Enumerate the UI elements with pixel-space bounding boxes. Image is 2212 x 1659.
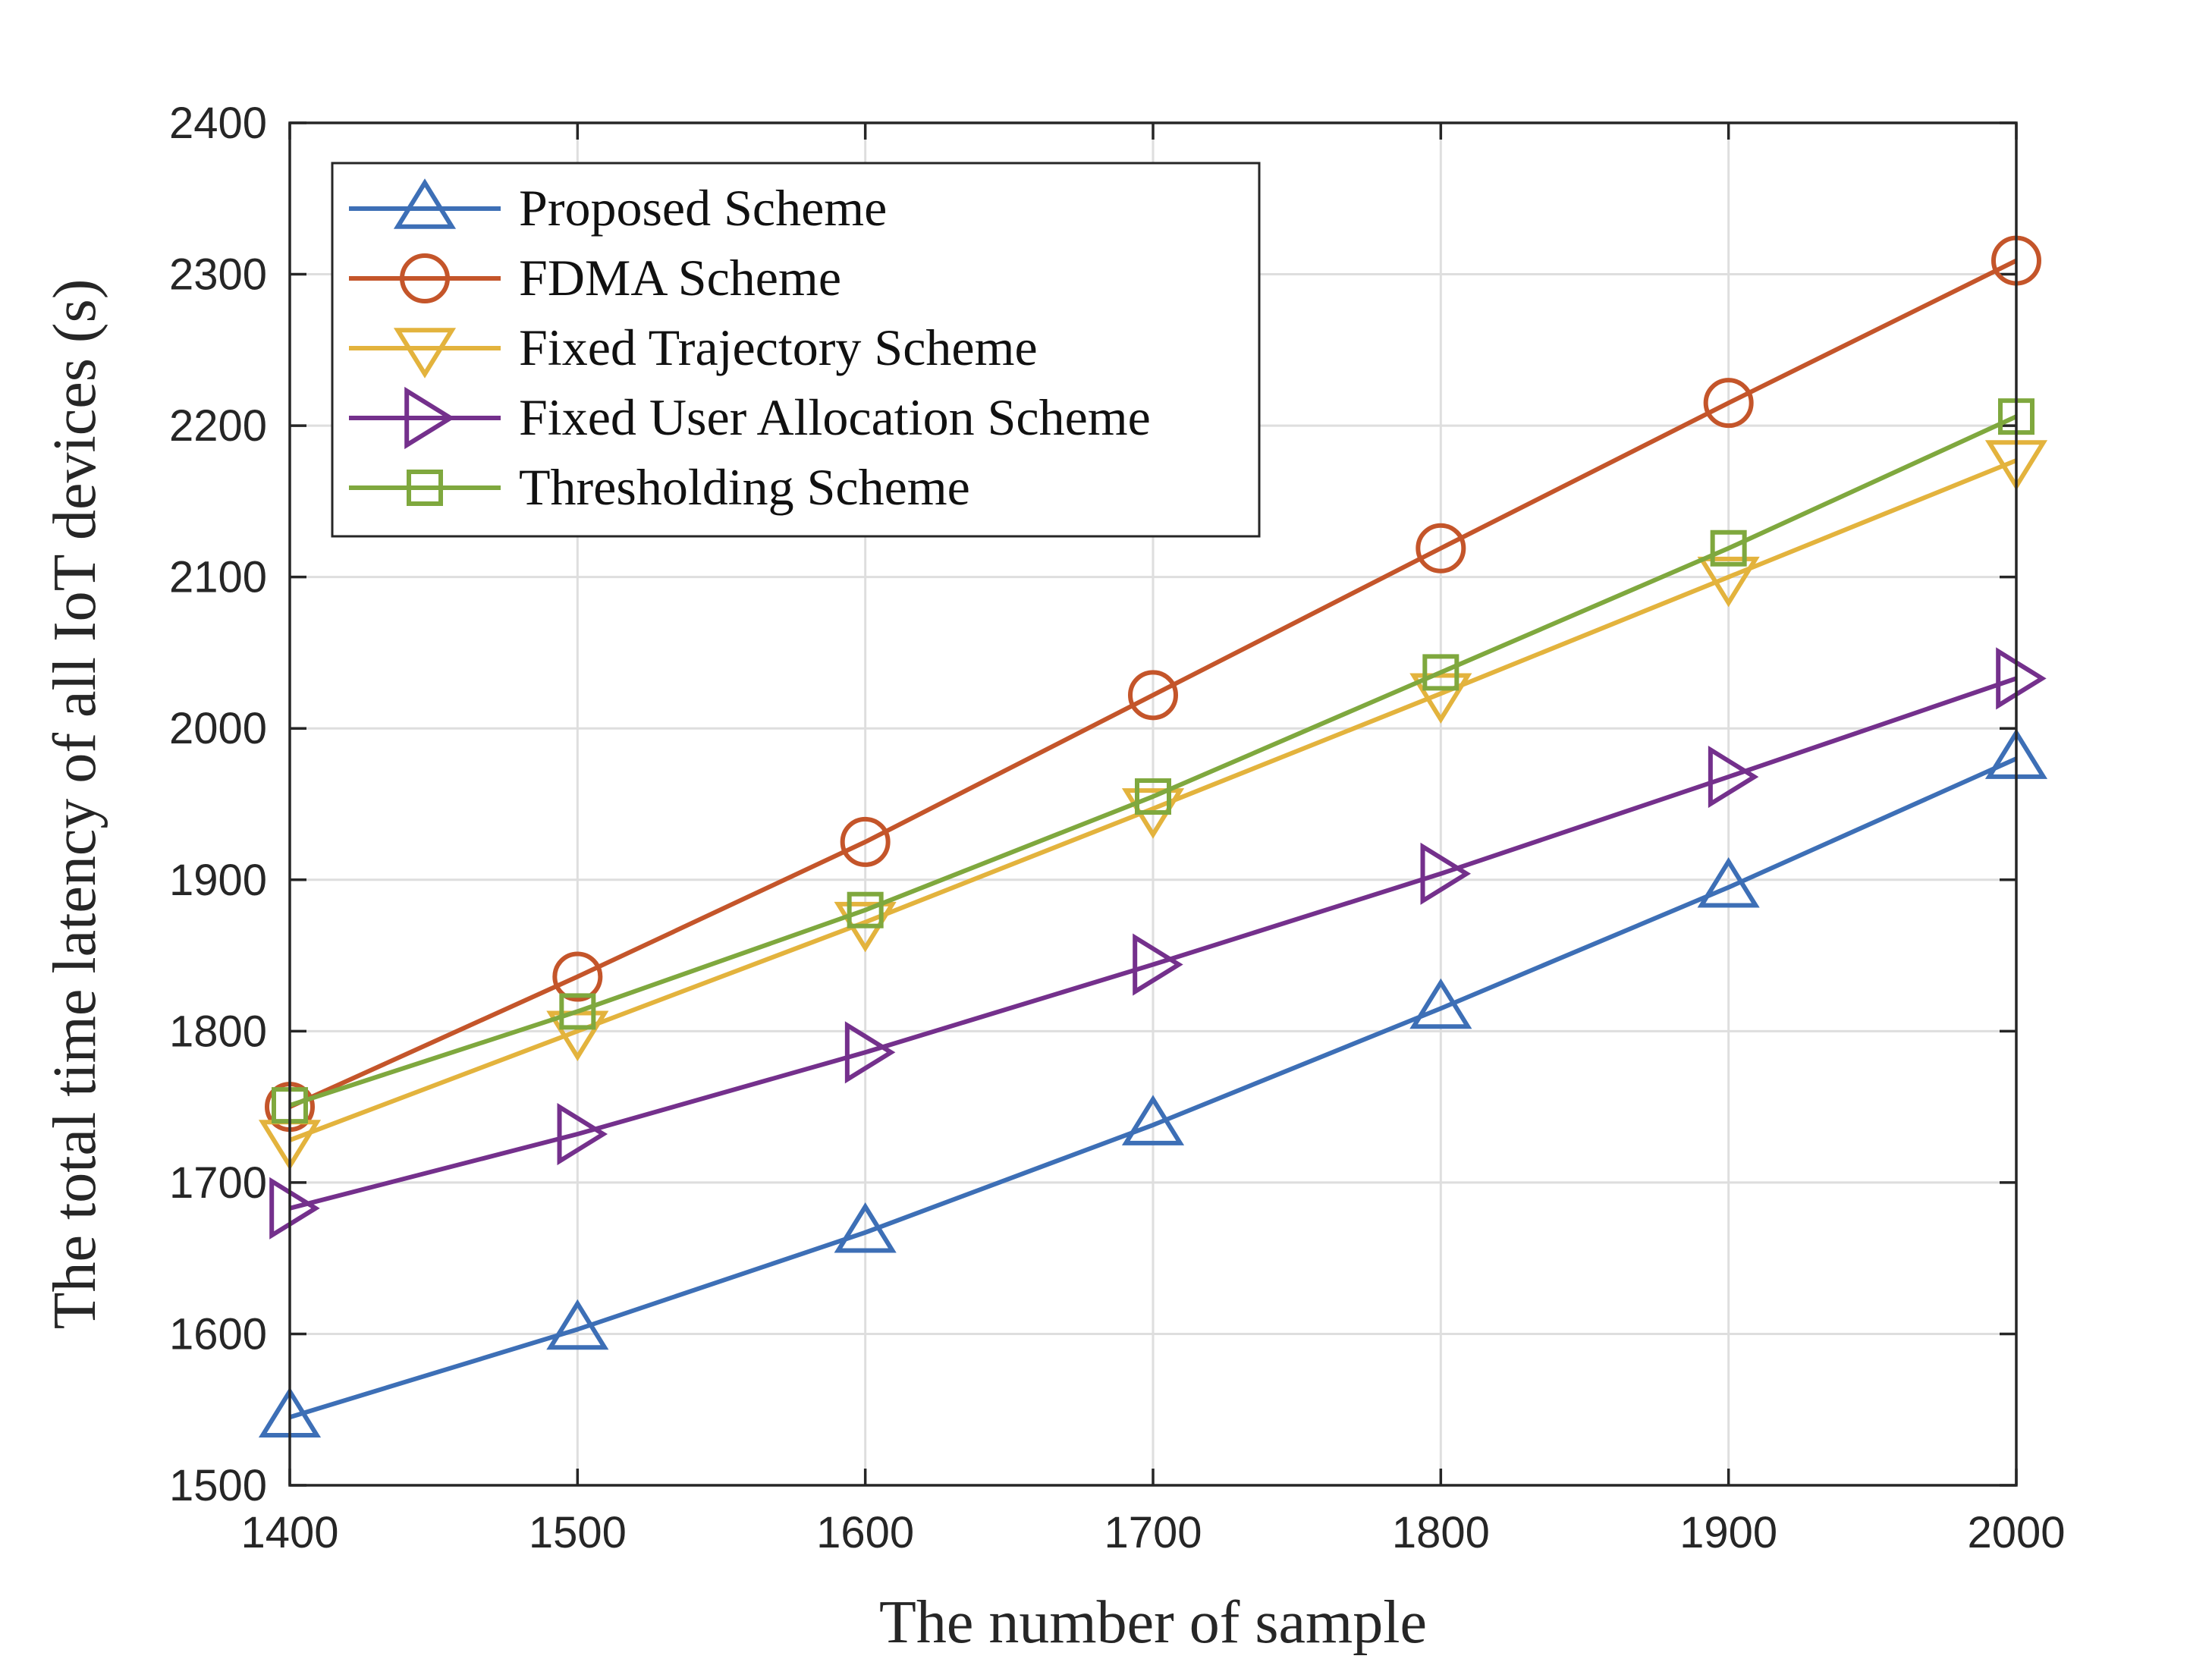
legend-entry-fixed-trajectory-scheme: Fixed Trajectory Scheme — [349, 319, 1038, 379]
data-point-fixed-user-allocation-scheme — [1420, 842, 1472, 905]
data-point-fixed-user-allocation-scheme — [844, 1021, 896, 1084]
series-line-thresholding-scheme — [289, 414, 2018, 1108]
legend-label: Fixed Trajectory Scheme — [519, 319, 1038, 376]
legend-entry-thresholding-scheme: Thresholding Scheme — [349, 458, 970, 516]
x-tick-label: 1500 — [529, 1508, 627, 1557]
data-point-thresholding-scheme — [559, 993, 596, 1030]
data-point-proposed-scheme — [834, 1202, 897, 1253]
data-point-thresholding-scheme — [1422, 654, 1459, 691]
data-point-fixed-trajectory-scheme — [1697, 556, 1760, 608]
data-point-fixed-user-allocation-scheme — [1996, 647, 2047, 710]
data-point-fdma-scheme — [840, 816, 891, 867]
legend-label: Fixed User Allocation Scheme — [519, 388, 1151, 446]
data-point-fdma-scheme — [1128, 670, 1178, 721]
y-tick-label: 1900 — [169, 856, 267, 905]
legend-swatch-marker — [393, 178, 457, 229]
data-point-fixed-trajectory-scheme — [1409, 673, 1472, 724]
legend-swatch-marker — [393, 328, 457, 379]
legend-label: Proposed Scheme — [519, 179, 887, 237]
series-line-proposed-scheme — [289, 756, 2018, 1420]
y-axis-title: The total time latency of all IoT device… — [42, 279, 108, 1330]
legend-swatch-marker — [407, 470, 443, 506]
y-tick-label: 2300 — [169, 250, 267, 300]
legend-entry-fdma-scheme: FDMA Scheme — [349, 249, 841, 306]
data-point-proposed-scheme — [1121, 1095, 1185, 1145]
series-line-fixed-user-allocation-scheme — [289, 676, 2017, 1211]
axis-ticks: 1400 1500 1600 1700 1800 1900 2000150016001700… — [169, 99, 2066, 1557]
legend-label: FDMA Scheme — [519, 249, 841, 306]
data-point-fixed-user-allocation-scheme — [269, 1177, 320, 1240]
legend-label: Thresholding Scheme — [519, 458, 970, 516]
y-tick-label: 1700 — [169, 1158, 267, 1208]
data-point-thresholding-scheme — [847, 891, 884, 928]
data-point-fdma-scheme — [1703, 378, 1754, 429]
legend-entry-proposed-scheme: Proposed Scheme — [349, 178, 887, 237]
legend-swatch-marker — [404, 386, 455, 450]
legend-swatch-marker — [400, 253, 450, 303]
series-layer — [258, 235, 2048, 1437]
plot-area-frame — [288, 121, 2018, 1487]
data-point-fixed-user-allocation-scheme — [1708, 746, 1759, 809]
y-tick-label: 2100 — [169, 553, 267, 602]
data-point-proposed-scheme — [546, 1299, 609, 1350]
x-tick-label: 1600 — [816, 1508, 914, 1557]
legend-entry-fixed-user-allocation-scheme: Fixed User Allocation Scheme — [349, 386, 1151, 450]
series-fixed-user-allocation-scheme — [269, 647, 2047, 1240]
data-point-fdma-scheme — [1415, 523, 1466, 573]
y-tick-label: 2200 — [169, 401, 267, 451]
x-tick-label: 1700 — [1104, 1508, 1202, 1557]
legend: Proposed Scheme FDMA Scheme Fixed Trajecto… — [331, 162, 1261, 538]
x-tick-label: 2000 — [1967, 1508, 2065, 1557]
data-point-fdma-scheme — [552, 951, 603, 1002]
y-tick-label: 2000 — [169, 704, 267, 753]
y-tick-label: 1500 — [169, 1461, 267, 1510]
data-point-thresholding-scheme — [1710, 529, 1747, 567]
data-point-thresholding-scheme — [1135, 778, 1171, 815]
y-tick-label: 2400 — [169, 99, 267, 148]
x-tick-label: 1800 — [1392, 1508, 1490, 1557]
series-line-fdma-scheme — [288, 258, 2018, 1109]
data-point-fixed-user-allocation-scheme — [557, 1102, 608, 1166]
y-tick-label: 1800 — [169, 1007, 267, 1056]
x-axis-title: The number of sample — [879, 1589, 1427, 1656]
data-point-proposed-scheme — [1409, 978, 1472, 1029]
x-tick-label: 1900 — [1679, 1508, 1777, 1557]
data-point-proposed-scheme — [1697, 857, 1760, 908]
series-line-fixed-trajectory-scheme — [288, 458, 2018, 1142]
data-point-fixed-user-allocation-scheme — [1133, 933, 1183, 996]
y-tick-label: 1600 — [169, 1309, 267, 1359]
x-tick-label: 1400 — [240, 1508, 338, 1557]
